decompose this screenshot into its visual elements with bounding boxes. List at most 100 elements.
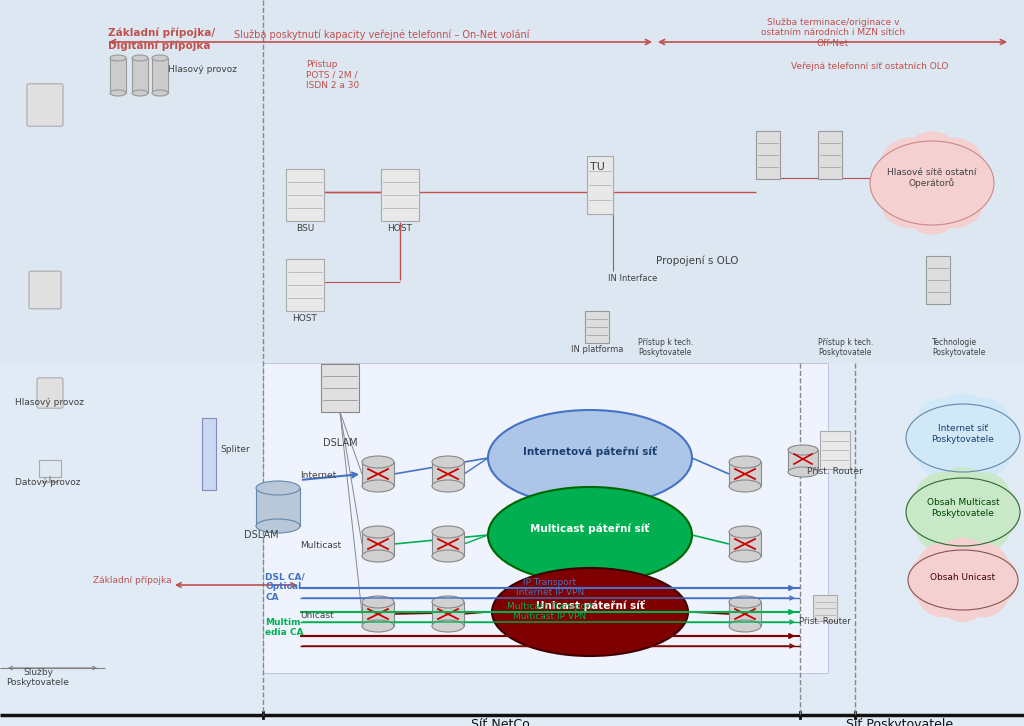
Circle shape <box>925 168 984 228</box>
Ellipse shape <box>788 445 818 455</box>
Ellipse shape <box>432 620 464 632</box>
Ellipse shape <box>362 480 394 492</box>
Text: IN platforma: IN platforma <box>570 345 624 354</box>
Bar <box>132 58 148 93</box>
Circle shape <box>966 411 1020 465</box>
Text: Spliter: Spliter <box>220 446 250 454</box>
Text: BSU: BSU <box>296 224 314 233</box>
Ellipse shape <box>729 596 761 608</box>
Circle shape <box>914 472 970 527</box>
FancyBboxPatch shape <box>818 131 842 179</box>
Bar <box>152 58 168 93</box>
Text: Hlasový provoz: Hlasový provoz <box>168 65 237 75</box>
Ellipse shape <box>152 55 168 61</box>
Text: IP Transport: IP Transport <box>523 578 577 587</box>
Ellipse shape <box>362 596 394 608</box>
Ellipse shape <box>256 519 300 533</box>
Circle shape <box>906 485 961 539</box>
Circle shape <box>966 485 1020 539</box>
Circle shape <box>914 398 970 453</box>
Ellipse shape <box>788 467 818 477</box>
Circle shape <box>916 565 969 617</box>
Text: Síť NetCo: Síť NetCo <box>471 718 529 726</box>
Text: MA Transport: MA Transport <box>520 626 580 635</box>
Circle shape <box>956 423 1012 478</box>
Text: Hlasový provoz: Hlasový provoz <box>15 398 84 407</box>
Circle shape <box>870 153 930 213</box>
Text: IN Interface: IN Interface <box>608 274 657 283</box>
Circle shape <box>925 138 984 197</box>
FancyBboxPatch shape <box>37 378 63 408</box>
Text: Síť Poskytovatele: Síť Poskytovatele <box>847 718 953 726</box>
Circle shape <box>902 175 962 234</box>
Ellipse shape <box>729 480 761 492</box>
FancyBboxPatch shape <box>756 131 780 179</box>
Ellipse shape <box>362 620 394 632</box>
Bar <box>788 450 818 472</box>
Text: HOST: HOST <box>293 314 317 323</box>
Ellipse shape <box>256 481 300 495</box>
FancyBboxPatch shape <box>381 169 419 221</box>
Circle shape <box>943 560 982 600</box>
Text: Internet síť
Poskytovatele: Internet síť Poskytovatele <box>932 424 994 444</box>
Text: Multicast páteřní síť: Multicast páteřní síť <box>530 523 649 534</box>
Circle shape <box>906 411 961 465</box>
FancyBboxPatch shape <box>585 311 609 343</box>
Ellipse shape <box>729 620 761 632</box>
FancyBboxPatch shape <box>926 256 950 304</box>
Circle shape <box>966 554 1018 606</box>
Circle shape <box>937 538 989 591</box>
Circle shape <box>941 490 985 534</box>
Bar <box>362 462 394 486</box>
Bar <box>263 363 828 673</box>
Circle shape <box>936 467 990 522</box>
Circle shape <box>914 497 970 552</box>
Circle shape <box>937 569 989 622</box>
Text: Přístup k tech.
Poskytovatele: Přístup k tech. Poskytovatele <box>638 338 693 357</box>
Circle shape <box>956 398 1012 453</box>
Ellipse shape <box>729 550 761 562</box>
Circle shape <box>936 393 990 448</box>
Circle shape <box>880 138 939 197</box>
Text: Veřejná telefonní síť ostatních OLO: Veřejná telefonní síť ostatních OLO <box>792 62 948 71</box>
Text: Příst. Router: Příst. Router <box>807 468 863 476</box>
Text: Multicast: Multicast <box>300 542 341 550</box>
Text: Propojení s OLO: Propojení s OLO <box>655 255 738 266</box>
Bar <box>362 602 394 626</box>
Text: Multicast Transport: Multicast Transport <box>507 602 593 611</box>
Text: Internetová páteřní síť: Internetová páteřní síť <box>523 446 657 457</box>
Ellipse shape <box>432 480 464 492</box>
Circle shape <box>936 428 990 483</box>
Text: Obsah Multicast
Poskytovatele: Obsah Multicast Poskytovatele <box>927 498 999 518</box>
Text: Základní přípojka/
Digitální přípojka: Základní přípojka/ Digitální přípojka <box>108 28 215 51</box>
Ellipse shape <box>362 526 394 538</box>
Text: MA IP VPN: MA IP VPN <box>527 636 573 645</box>
Text: HOST: HOST <box>387 224 413 233</box>
Text: Služba poskytnutí kapacity veřejné telefonní – On-Net volání: Služba poskytnutí kapacity veřejné telef… <box>234 30 529 41</box>
Circle shape <box>902 131 962 191</box>
Text: Datový provoz: Datový provoz <box>15 478 81 487</box>
Ellipse shape <box>729 456 761 468</box>
Text: Služba terminace/originace v
ostatním národních i MZN sítích
Off-Net: Služba terminace/originace v ostatním ná… <box>761 18 905 48</box>
Ellipse shape <box>132 90 148 96</box>
Text: Přístup
POTS / 2M /
ISDN 2 a 30: Přístup POTS / 2M / ISDN 2 a 30 <box>306 60 359 90</box>
Ellipse shape <box>432 550 464 562</box>
Bar <box>0 363 1024 726</box>
Text: Přist. Router: Přist. Router <box>799 618 851 627</box>
Text: Unicast páteřní síť: Unicast páteřní síť <box>536 600 644 611</box>
Bar <box>202 418 216 490</box>
FancyBboxPatch shape <box>820 431 850 469</box>
Circle shape <box>956 565 1010 617</box>
Ellipse shape <box>488 487 692 583</box>
Circle shape <box>904 155 959 211</box>
FancyBboxPatch shape <box>286 259 324 311</box>
Ellipse shape <box>492 568 688 656</box>
Circle shape <box>956 472 1012 527</box>
Text: Základní přípojka: Základní přípojka <box>93 576 172 585</box>
Text: Hlasové sítě ostatní
Operátorů: Hlasové sítě ostatní Operátorů <box>887 168 977 188</box>
FancyBboxPatch shape <box>29 272 61 309</box>
Circle shape <box>936 502 990 557</box>
Text: Multicast IP VPN: Multicast IP VPN <box>513 612 587 621</box>
Circle shape <box>880 168 939 228</box>
Text: DSLAM: DSLAM <box>323 438 357 448</box>
